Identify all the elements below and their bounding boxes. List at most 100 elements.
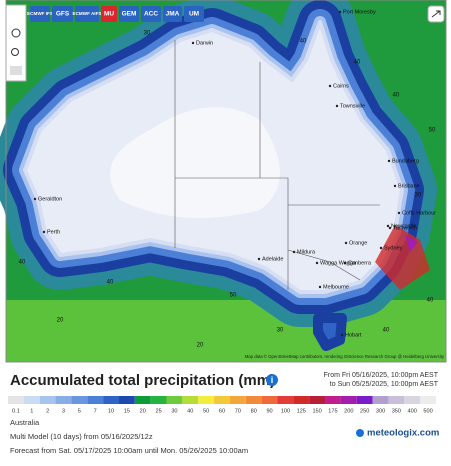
model-button[interactable] (163, 6, 182, 22)
city-dot (191, 41, 195, 45)
contour-label: 20 (57, 318, 64, 324)
city-label: Orange (349, 240, 367, 246)
model-button-label: ECMWF AIFS (73, 11, 102, 16)
model-run: Multi Model (10 days) from 05/16/2025/12… (10, 432, 153, 441)
legend-label: 175 (328, 408, 337, 414)
city-label: Perth (47, 229, 60, 235)
city-label: Melbourne (323, 284, 349, 290)
legend-swatch (229, 396, 246, 404)
legend-label: 60 (219, 408, 225, 414)
contour-label: 20 (197, 343, 204, 349)
city-label: Wagga Wagga (320, 260, 357, 266)
city-label: Bundaberg (392, 158, 419, 164)
legend-label: 5 (78, 408, 81, 414)
dry-interior (110, 107, 280, 218)
legend-swatch (277, 396, 294, 404)
city-dot (388, 226, 392, 230)
legend-label: 10 (108, 408, 114, 414)
city-dot (33, 197, 37, 201)
control-panel (5, 4, 27, 82)
share-icon (431, 10, 441, 18)
city-dot (379, 246, 383, 250)
legend-swatch (261, 396, 278, 404)
legend-swatch (388, 396, 405, 404)
legend-swatch (293, 396, 310, 404)
city-label: Adelaide (262, 256, 283, 262)
model-button-label: ECMWF IFS (27, 11, 53, 16)
legend-label: 90 (266, 408, 272, 414)
city-dot (343, 261, 347, 265)
legend-swatch (39, 396, 56, 404)
layer-button[interactable] (10, 66, 22, 75)
legend-label: 25 (155, 408, 161, 414)
legend-swatch (182, 396, 199, 404)
legend-label: 125 (297, 408, 306, 414)
region: Australia (10, 418, 40, 427)
model-button[interactable] (52, 6, 73, 22)
info-icon: i (271, 375, 274, 385)
legend-label: 100 (281, 408, 290, 414)
city-label: Darwin (196, 40, 213, 46)
contour-label: 40 (393, 93, 400, 99)
period-to: to Sun 05/25/2025, 10:00pm AEST (330, 381, 439, 388)
city-dot (42, 230, 46, 234)
city-dot (257, 257, 261, 261)
contour-label: 50 (429, 128, 436, 134)
contour-label: 40 (107, 280, 114, 286)
legend-label: 250 (360, 408, 369, 414)
city-dot (315, 261, 319, 265)
legend-swatch (55, 396, 72, 404)
legend-swatch (245, 396, 262, 404)
model-button[interactable] (30, 6, 50, 22)
map-frame (5, 0, 447, 363)
info-button[interactable] (266, 374, 278, 386)
legend-label: 500 (423, 408, 432, 414)
legend-label: 40 (187, 408, 193, 414)
model-button[interactable] (119, 6, 139, 22)
contour-label: 30 (277, 328, 284, 334)
legend-label: 200 (344, 408, 353, 414)
legend-swatch (356, 396, 373, 404)
legend-swatch (420, 396, 436, 404)
contour-label: 40 (19, 260, 26, 266)
model-button[interactable] (75, 6, 99, 22)
legend-swatch (372, 396, 389, 404)
legend-swatch (404, 396, 421, 404)
extreme-rain-area (405, 235, 418, 252)
city-dot (318, 285, 322, 289)
city-dot (344, 241, 348, 245)
contour-label: 40 (354, 60, 361, 66)
city-dot (335, 104, 339, 108)
legend-swatch (103, 396, 119, 404)
brand: meteologix.com (367, 428, 439, 439)
legend-label: 20 (140, 408, 146, 414)
legend-label: 1 (30, 408, 33, 414)
city-label: Newcastle (391, 223, 416, 229)
brand-logo (356, 429, 364, 437)
legend-label: 150 (312, 408, 321, 414)
legend-label: 0.1 (12, 408, 20, 414)
contour-label: 30 (144, 31, 151, 37)
location-button[interactable] (11, 28, 21, 38)
legend-label: 350 (392, 408, 401, 414)
contour-label: 40 (427, 298, 434, 304)
model-button[interactable] (184, 6, 204, 22)
period-from: From Fri 05/16/2025, 10:00pm AEST (324, 372, 439, 379)
city-dot (340, 333, 344, 337)
city-dot (328, 84, 332, 88)
city-dot (387, 159, 391, 163)
forecast: Forecast from Sat. 05/17/2025 10:00am un… (10, 446, 248, 455)
model-button[interactable] (101, 6, 117, 22)
city-label: Port Moresby (343, 9, 376, 15)
zoom-button[interactable] (11, 48, 19, 56)
city-dot (397, 211, 401, 215)
contour-label: 40 (383, 328, 390, 334)
legend-swatch (309, 396, 326, 404)
legend-label: 7 (94, 408, 97, 414)
model-button[interactable] (141, 6, 161, 22)
legend-swatch (118, 396, 135, 404)
city-dot (338, 10, 342, 14)
city-label: Geraldton (38, 196, 62, 202)
legend-swatch (8, 396, 24, 404)
